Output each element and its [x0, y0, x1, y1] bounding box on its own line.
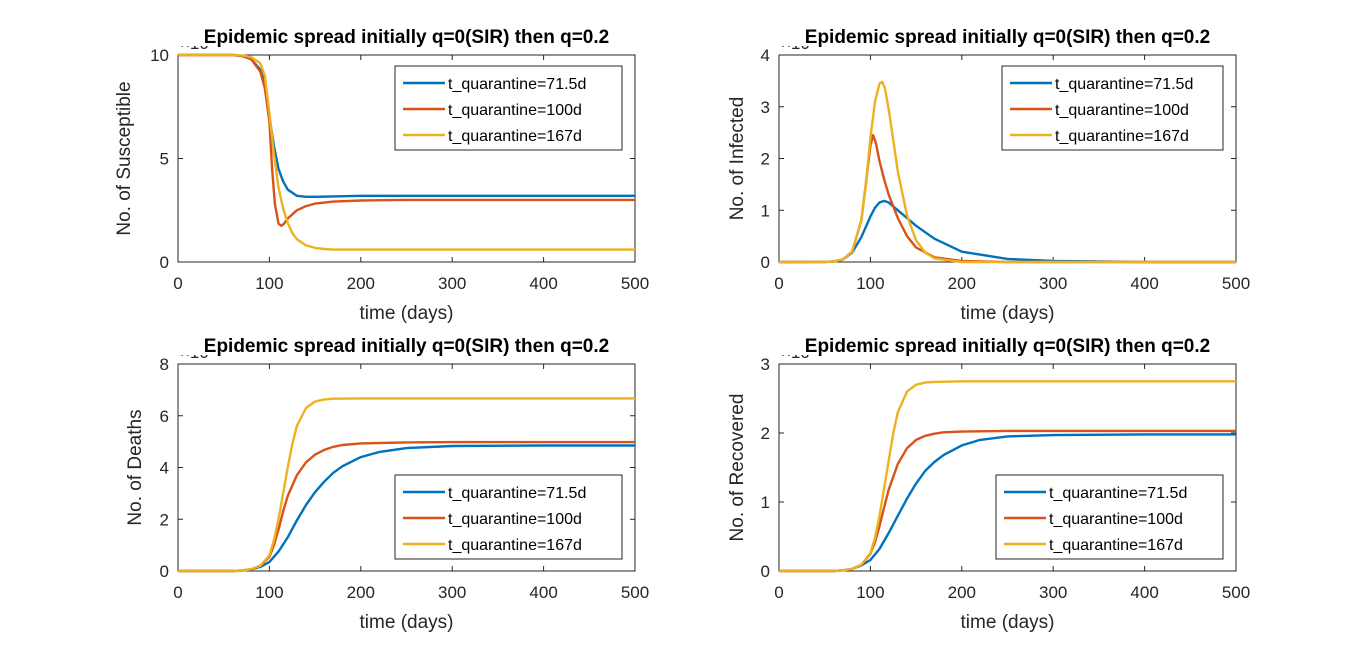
legend-entry-label: t_quarantine=71.5d	[1055, 76, 1193, 93]
chart-title: Epidemic spread initially q=0(SIR) then …	[805, 27, 1210, 48]
x-tick-label: 0	[774, 274, 783, 293]
x-axis-label: time (days)	[961, 303, 1055, 324]
y-axis-label: No. of Susceptible	[114, 81, 135, 235]
series-line-3	[779, 380, 1236, 573]
y-axis-label: No. of Infected	[727, 97, 748, 221]
x-tick-label: 100	[255, 583, 283, 602]
series-line-3	[178, 397, 635, 573]
legend-entry-label: t_quarantine=100d	[448, 102, 582, 119]
x-tick-label: 100	[856, 583, 884, 602]
x-tick-label: 400	[1130, 583, 1158, 602]
legend-entry-label: t_quarantine=167d	[1049, 537, 1183, 554]
y-tick-label: 2	[761, 424, 770, 443]
x-tick-label: 300	[438, 274, 466, 293]
x-tick-label: 200	[347, 583, 375, 602]
chart-title: Epidemic spread initially q=0(SIR) then …	[204, 336, 609, 357]
y-tick-label: 10	[150, 46, 169, 65]
y-axis-label: No. of Recovered	[727, 394, 748, 542]
legend-entry-label: t_quarantine=71.5d	[448, 76, 586, 93]
legend-entry-label: t_quarantine=100d	[1055, 102, 1189, 119]
x-tick-label: 500	[621, 583, 649, 602]
y-tick-label: 0	[160, 253, 169, 272]
y-tick-label: 2	[160, 510, 169, 529]
y-tick-label: 0	[761, 253, 770, 272]
x-tick-label: 300	[438, 583, 466, 602]
x-tick-label: 300	[1039, 583, 1067, 602]
x-axis-label: time (days)	[961, 612, 1055, 633]
x-tick-label: 100	[856, 274, 884, 293]
x-tick-label: 400	[529, 274, 557, 293]
title-background	[764, 335, 1254, 355]
legend: t_quarantine=71.5d t_quarantine=100d t_qua…	[1001, 65, 1224, 151]
chart-title: Epidemic spread initially q=0(SIR) then …	[805, 336, 1210, 357]
y-axis-label: No. of Deaths	[125, 409, 146, 525]
legend-entry-label: t_quarantine=71.5d	[448, 485, 586, 502]
y-tick-label: 8	[160, 355, 169, 374]
legend-entry-label: t_quarantine=71.5d	[1049, 485, 1187, 502]
y-tick-label: 4	[761, 46, 770, 65]
y-tick-label: 4	[160, 459, 169, 478]
chart-title: Epidemic spread initially q=0(SIR) then …	[204, 27, 609, 48]
legend-entry-label: t_quarantine=167d	[448, 128, 582, 145]
title-background	[163, 26, 653, 46]
y-tick-label: 1	[761, 201, 770, 220]
series-line-3	[178, 53, 635, 251]
y-tick-label: 2	[761, 150, 770, 169]
x-axis-label: time (days)	[360, 612, 454, 633]
legend: t_quarantine=71.5d t_quarantine=100d t_qua…	[995, 474, 1224, 560]
x-tick-label: 200	[948, 274, 976, 293]
series-line-2	[178, 53, 635, 227]
x-tick-label: 500	[1222, 583, 1250, 602]
legend-entry-label: t_quarantine=167d	[448, 537, 582, 554]
y-tick-label: 3	[761, 98, 770, 117]
x-tick-label: 200	[948, 583, 976, 602]
y-tick-label: 0	[761, 562, 770, 581]
title-background	[163, 335, 653, 355]
x-tick-label: 0	[173, 274, 182, 293]
y-tick-label: 1	[761, 493, 770, 512]
legend: t_quarantine=71.5d t_quarantine=100d t_qua…	[394, 65, 623, 151]
x-tick-label: 100	[255, 274, 283, 293]
legend: t_quarantine=71.5d t_quarantine=100d t_qua…	[394, 474, 623, 560]
x-tick-label: 0	[774, 583, 783, 602]
y-tick-label: 3	[761, 355, 770, 374]
x-tick-label: 300	[1039, 274, 1067, 293]
y-tick-label: 0	[160, 562, 169, 581]
x-tick-label: 500	[1222, 274, 1250, 293]
legend-entry-label: t_quarantine=100d	[448, 511, 582, 528]
series-line-3	[778, 80, 1236, 264]
x-tick-label: 500	[621, 274, 649, 293]
legend-entry-label: t_quarantine=100d	[1049, 511, 1183, 528]
x-tick-label: 0	[173, 583, 182, 602]
x-tick-label: 400	[529, 583, 557, 602]
y-tick-label: 5	[160, 150, 169, 169]
y-tick-label: 6	[160, 407, 169, 426]
x-axis-label: time (days)	[360, 303, 454, 324]
x-tick-label: 400	[1130, 274, 1158, 293]
title-background	[764, 26, 1254, 46]
x-tick-label: 200	[347, 274, 375, 293]
legend-entry-label: t_quarantine=167d	[1055, 128, 1189, 145]
